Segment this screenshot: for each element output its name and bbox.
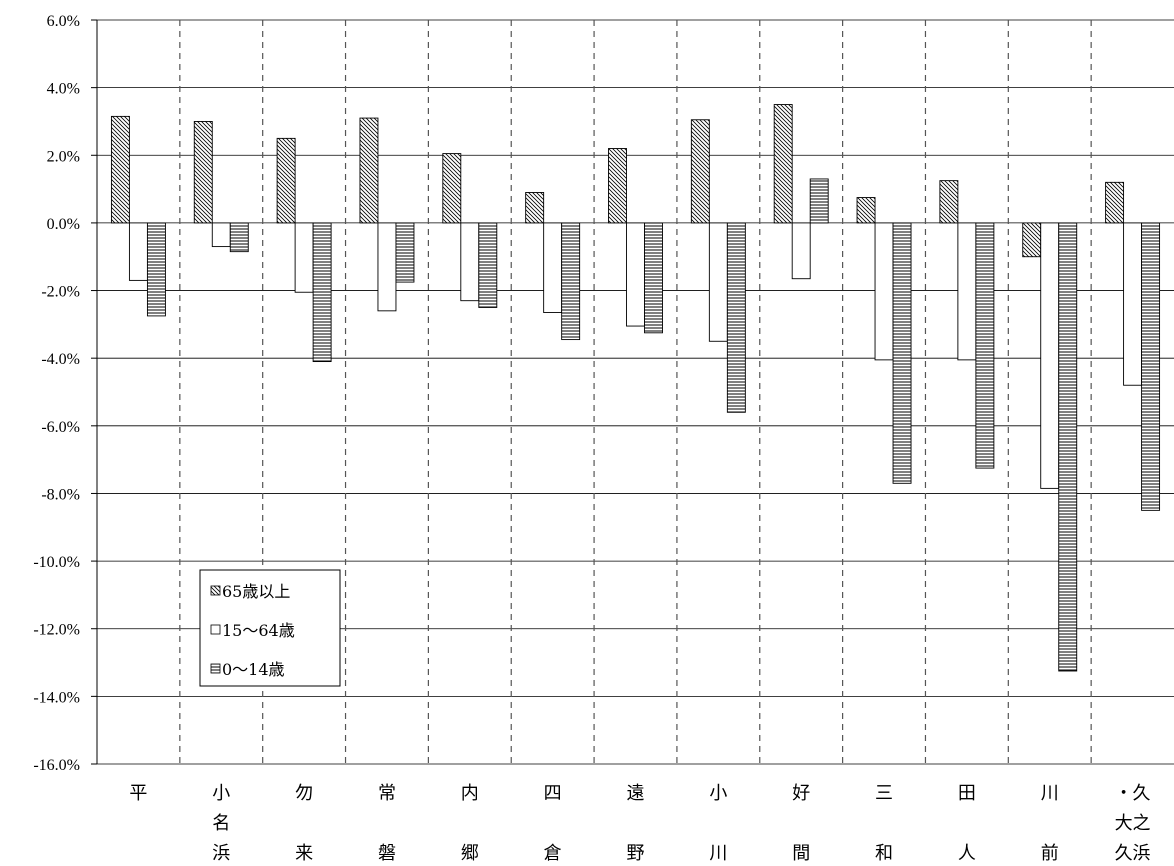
x-category-label: 平 xyxy=(129,783,147,804)
x-category-label: 磐 xyxy=(378,843,396,864)
bar-65-plus xyxy=(1105,181,1125,224)
x-category-label: 四 xyxy=(544,783,562,804)
x-category-label: 郷 xyxy=(461,843,479,864)
x-category-label: 内 xyxy=(461,783,479,804)
bar-65-plus xyxy=(856,197,876,224)
x-category-label: 大之 xyxy=(1115,813,1151,834)
bar-15-64 xyxy=(211,222,231,248)
y-tick-label: -8.0% xyxy=(41,486,80,503)
bar-65-plus xyxy=(1022,222,1042,258)
y-tick-label: -14.0% xyxy=(33,689,80,706)
x-category-label: 田 xyxy=(958,783,976,804)
bar-0-14 xyxy=(975,222,995,469)
x-category-label: 遠 xyxy=(627,783,645,804)
x-category-label: 倉 xyxy=(544,843,562,864)
bar-65-plus xyxy=(110,115,130,224)
x-category-label: 川 xyxy=(709,843,727,864)
bar-15-64 xyxy=(708,222,728,342)
x-category-label: 野 xyxy=(627,843,645,864)
bar-15-64 xyxy=(1123,222,1143,386)
legend-box xyxy=(199,569,341,687)
bar-15-64 xyxy=(957,222,977,361)
legend-label-0-14: 0〜14歳 xyxy=(222,660,285,679)
bar-15-64 xyxy=(626,222,645,327)
x-category-label: 小 xyxy=(212,783,230,804)
bar-0-14 xyxy=(312,222,332,363)
bar-0-14 xyxy=(892,222,912,484)
x-category-label: 小 xyxy=(709,783,727,804)
y-tick-label: -12.0% xyxy=(33,622,80,639)
y-tick-label: -6.0% xyxy=(41,419,80,436)
y-tick-label: -2.0% xyxy=(41,284,80,301)
legend-swatch-65-plus xyxy=(210,585,221,596)
bar-65-plus xyxy=(359,117,379,224)
bars xyxy=(110,104,1161,672)
bar-15-64 xyxy=(1040,222,1060,489)
bar-15-64 xyxy=(874,222,894,361)
bar-0-14 xyxy=(395,222,415,283)
legend-label-15-64: 15〜64歳 xyxy=(222,621,295,640)
x-category-label: 来 xyxy=(295,843,313,864)
bar-0-14 xyxy=(478,222,498,308)
x-category-label: 久浜 xyxy=(1115,843,1151,864)
x-category-labels: 平小名浜勿来常磐内郷四倉遠野小川好間三和田人川前・久大之久浜 xyxy=(129,783,1150,864)
axes xyxy=(91,19,98,765)
x-category-label: 和 xyxy=(875,843,893,864)
x-category-label: 好 xyxy=(792,783,810,804)
x-category-label: 人 xyxy=(958,843,976,864)
bar-15-64 xyxy=(294,222,314,293)
y-tick-label: -10.0% xyxy=(33,554,80,571)
bar-65-plus xyxy=(773,104,793,224)
bar-15-64 xyxy=(791,222,811,280)
x-category-label: 川 xyxy=(1041,783,1059,804)
bar-0-14 xyxy=(644,222,663,334)
bar-65-plus xyxy=(442,153,462,224)
bar-15-64 xyxy=(128,222,148,281)
legend-label-65-plus: 65歳以上 xyxy=(222,582,290,601)
y-tick-label: 4.0% xyxy=(47,81,80,98)
bar-0-14 xyxy=(1141,222,1161,511)
bar-65-plus xyxy=(690,119,710,224)
bar-0-14 xyxy=(809,178,829,224)
x-category-label: 三 xyxy=(875,783,893,804)
x-category-label: 常 xyxy=(378,783,396,804)
x-category-label: 勿 xyxy=(295,783,313,804)
bar-65-plus xyxy=(193,121,213,224)
bar-15-64 xyxy=(460,222,480,302)
bar-0-14 xyxy=(726,222,746,413)
bar-0-14 xyxy=(146,222,166,317)
bar-15-64 xyxy=(543,222,563,313)
x-category-label: 間 xyxy=(792,843,810,864)
y-tick-label: -4.0% xyxy=(41,351,80,368)
y-tick-label: -16.0% xyxy=(33,757,80,774)
bar-65-plus xyxy=(939,180,959,224)
y-tick-labels: 6.0% 4.0% 2.0% 0.0% -2.0% -4.0% -6.0% -8.0% -10.… xyxy=(33,13,80,774)
bar-0-14 xyxy=(1058,222,1078,672)
y-tick-label: 0.0% xyxy=(47,216,80,233)
legend-swatch-0-14 xyxy=(210,663,221,674)
bar-0-14 xyxy=(229,222,249,253)
bar-65-plus xyxy=(276,137,296,224)
legend-swatch-15-64 xyxy=(210,624,221,635)
legend: 65歳以上 15〜64歳 0〜14歳 xyxy=(199,569,341,687)
x-category-label: 浜 xyxy=(212,843,230,864)
bar-65-plus xyxy=(608,148,627,224)
y-tick-label: 6.0% xyxy=(47,13,80,30)
y-tick-label: 2.0% xyxy=(47,148,80,165)
x-category-label: 名 xyxy=(212,813,230,834)
x-category-label: 前 xyxy=(1041,843,1059,864)
x-category-label: ・久 xyxy=(1115,783,1151,804)
bar-15-64 xyxy=(377,222,397,312)
bar-65-plus xyxy=(525,192,545,224)
bar-0-14 xyxy=(561,222,581,341)
